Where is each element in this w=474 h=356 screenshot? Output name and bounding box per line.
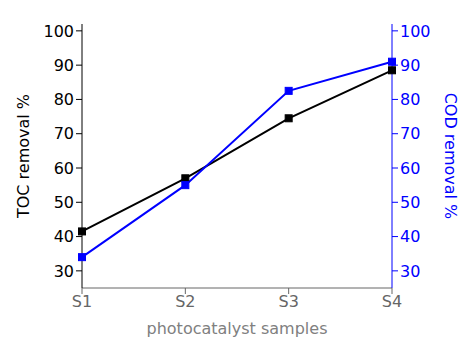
svg-text:S1: S1 bbox=[72, 292, 92, 311]
svg-text:COD removal %: COD removal % bbox=[441, 93, 460, 220]
svg-text:80: 80 bbox=[400, 90, 420, 109]
svg-text:50: 50 bbox=[400, 193, 420, 212]
svg-text:30: 30 bbox=[54, 262, 74, 281]
svg-text:S2: S2 bbox=[175, 292, 195, 311]
svg-text:40: 40 bbox=[54, 227, 74, 246]
svg-text:90: 90 bbox=[54, 56, 74, 75]
svg-text:100: 100 bbox=[43, 22, 74, 41]
svg-text:70: 70 bbox=[400, 124, 420, 143]
svg-text:90: 90 bbox=[400, 56, 420, 75]
svg-text:S3: S3 bbox=[278, 292, 298, 311]
svg-text:photocatalyst samples: photocatalyst samples bbox=[147, 319, 328, 338]
svg-text:80: 80 bbox=[54, 90, 74, 109]
svg-text:100: 100 bbox=[400, 22, 431, 41]
svg-text:30: 30 bbox=[400, 262, 420, 281]
svg-text:60: 60 bbox=[54, 159, 74, 178]
svg-text:40: 40 bbox=[400, 227, 420, 246]
svg-text:TOC removal %: TOC removal % bbox=[14, 94, 33, 219]
svg-text:70: 70 bbox=[54, 124, 74, 143]
svg-text:S4: S4 bbox=[382, 292, 402, 311]
svg-text:60: 60 bbox=[400, 159, 420, 178]
svg-text:50: 50 bbox=[54, 193, 74, 212]
